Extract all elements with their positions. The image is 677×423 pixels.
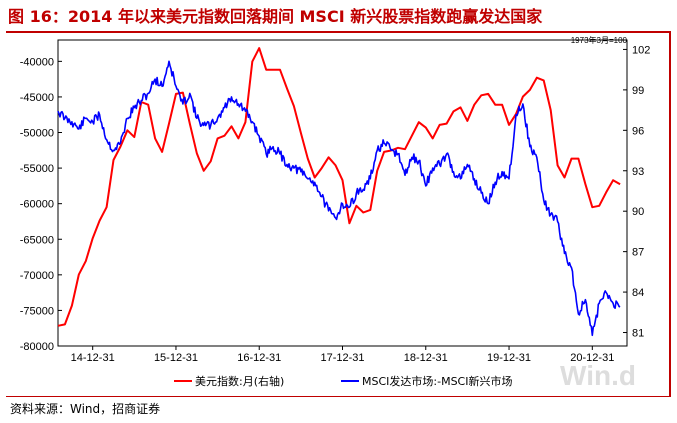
right-axis-tick-label: 93 (632, 166, 644, 178)
x-axis-tick-label: 14-12-31 (71, 352, 115, 364)
left-axis-tick-label: -45000 (20, 92, 54, 104)
right-axis-tick-label: 87 (632, 247, 644, 259)
right-axis-tick-label: 102 (632, 44, 650, 56)
right-axis-tick-label: 81 (632, 328, 644, 340)
left-axis-tick-label: -80000 (20, 341, 54, 353)
series-line-usd-index (57, 47, 621, 327)
x-axis-tick-label: 20-12-31 (570, 352, 614, 364)
right-axis-tick-label: 96 (632, 125, 644, 137)
left-axis-tick-label: -60000 (20, 199, 54, 211)
watermark: Win.d (560, 360, 636, 391)
axes: -40000 -45000 -50000 -55000 -60000 -65000 -700… (20, 39, 650, 364)
left-axis-tick-label: -55000 (20, 163, 54, 175)
source-note: 资料来源：Wind，招商证券 (10, 402, 161, 416)
x-axis-tick-label: 16-12-31 (237, 352, 281, 364)
left-axis-tick-label: -40000 (20, 56, 54, 68)
title-divider (6, 31, 671, 33)
right-border (669, 33, 671, 397)
bottom-divider (6, 396, 671, 397)
series-line-msci-spread (57, 60, 621, 337)
x-axis-tick-label: 15-12-31 (154, 352, 198, 364)
left-axis-tick-label: -70000 (20, 270, 54, 282)
legend-label-usd: 美元指数:月(右轴) (195, 374, 284, 388)
x-axis-tick-label: 17-12-31 (320, 352, 364, 364)
chart-title: 图 16：2014 年以来美元指数回落期间 MSCI 新兴股票指数跑赢发达国家 (8, 7, 543, 26)
legend-label-msci: MSCI发达市场:-MSCI新兴市场 (362, 374, 512, 388)
index-base-note: 1973年3月=100 (571, 35, 628, 45)
right-axis-tick-label: 90 (632, 206, 644, 218)
x-axis-tick-label: 18-12-31 (404, 352, 448, 364)
right-axis-tick-label: 99 (632, 85, 644, 97)
left-axis-tick-label: -50000 (20, 128, 54, 140)
series-lines (57, 47, 621, 337)
x-axis-tick-label: 19-12-31 (487, 352, 531, 364)
legend: 美元指数:月(右轴) MSCI发达市场:-MSCI新兴市场 (174, 374, 512, 388)
right-axis-tick-label: 84 (632, 287, 644, 299)
left-axis-tick-label: -65000 (20, 234, 54, 246)
left-axis-tick-label: -75000 (20, 305, 54, 317)
